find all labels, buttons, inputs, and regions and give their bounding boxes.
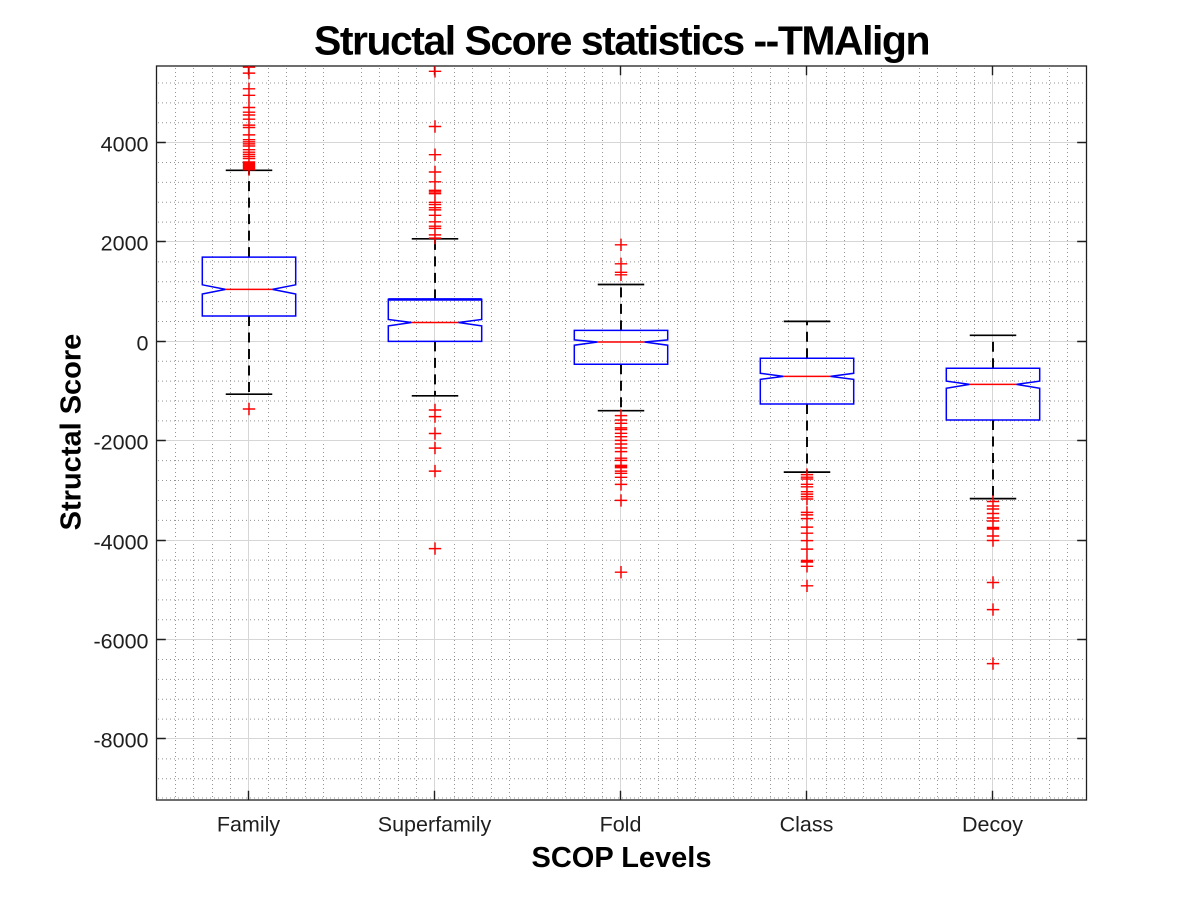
svg-text:-2000: -2000 [94,431,149,455]
svg-text:-4000: -4000 [94,531,149,555]
svg-text:SCOP Levels: SCOP Levels [531,842,711,874]
svg-text:Decoy: Decoy [962,813,1023,837]
svg-text:Structal Score: Structal Score [56,334,88,531]
svg-text:Fold: Fold [600,813,642,837]
svg-text:-8000: -8000 [94,729,149,753]
svg-text:2000: 2000 [101,232,149,256]
svg-text:Superfamily: Superfamily [378,813,492,837]
svg-text:Class: Class [780,813,834,837]
svg-text:4000: 4000 [101,133,149,157]
svg-text:Structal Score statistics --TM: Structal Score statistics --TMAlign [314,18,929,64]
svg-text:0: 0 [137,332,149,356]
svg-text:Family: Family [217,813,281,837]
svg-text:-6000: -6000 [94,630,149,654]
